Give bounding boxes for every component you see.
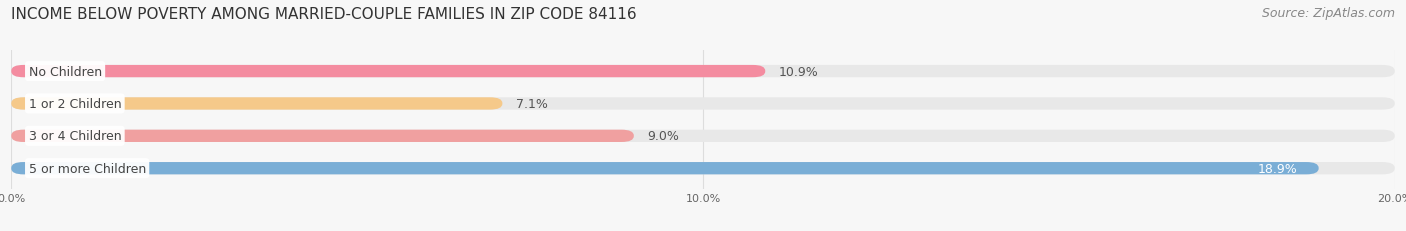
Text: 3 or 4 Children: 3 or 4 Children xyxy=(28,130,121,143)
Text: 10.9%: 10.9% xyxy=(779,65,818,78)
Text: 1 or 2 Children: 1 or 2 Children xyxy=(28,97,121,110)
FancyBboxPatch shape xyxy=(11,98,502,110)
FancyBboxPatch shape xyxy=(11,162,1395,175)
Text: 9.0%: 9.0% xyxy=(648,130,679,143)
FancyBboxPatch shape xyxy=(11,98,1395,110)
FancyBboxPatch shape xyxy=(11,162,1319,175)
Text: Source: ZipAtlas.com: Source: ZipAtlas.com xyxy=(1261,7,1395,20)
Text: 5 or more Children: 5 or more Children xyxy=(28,162,146,175)
Text: INCOME BELOW POVERTY AMONG MARRIED-COUPLE FAMILIES IN ZIP CODE 84116: INCOME BELOW POVERTY AMONG MARRIED-COUPL… xyxy=(11,7,637,22)
FancyBboxPatch shape xyxy=(11,66,1395,78)
FancyBboxPatch shape xyxy=(11,130,634,142)
Text: 7.1%: 7.1% xyxy=(516,97,548,110)
Text: 18.9%: 18.9% xyxy=(1258,162,1298,175)
FancyBboxPatch shape xyxy=(11,66,765,78)
Text: No Children: No Children xyxy=(28,65,101,78)
FancyBboxPatch shape xyxy=(11,130,1395,142)
